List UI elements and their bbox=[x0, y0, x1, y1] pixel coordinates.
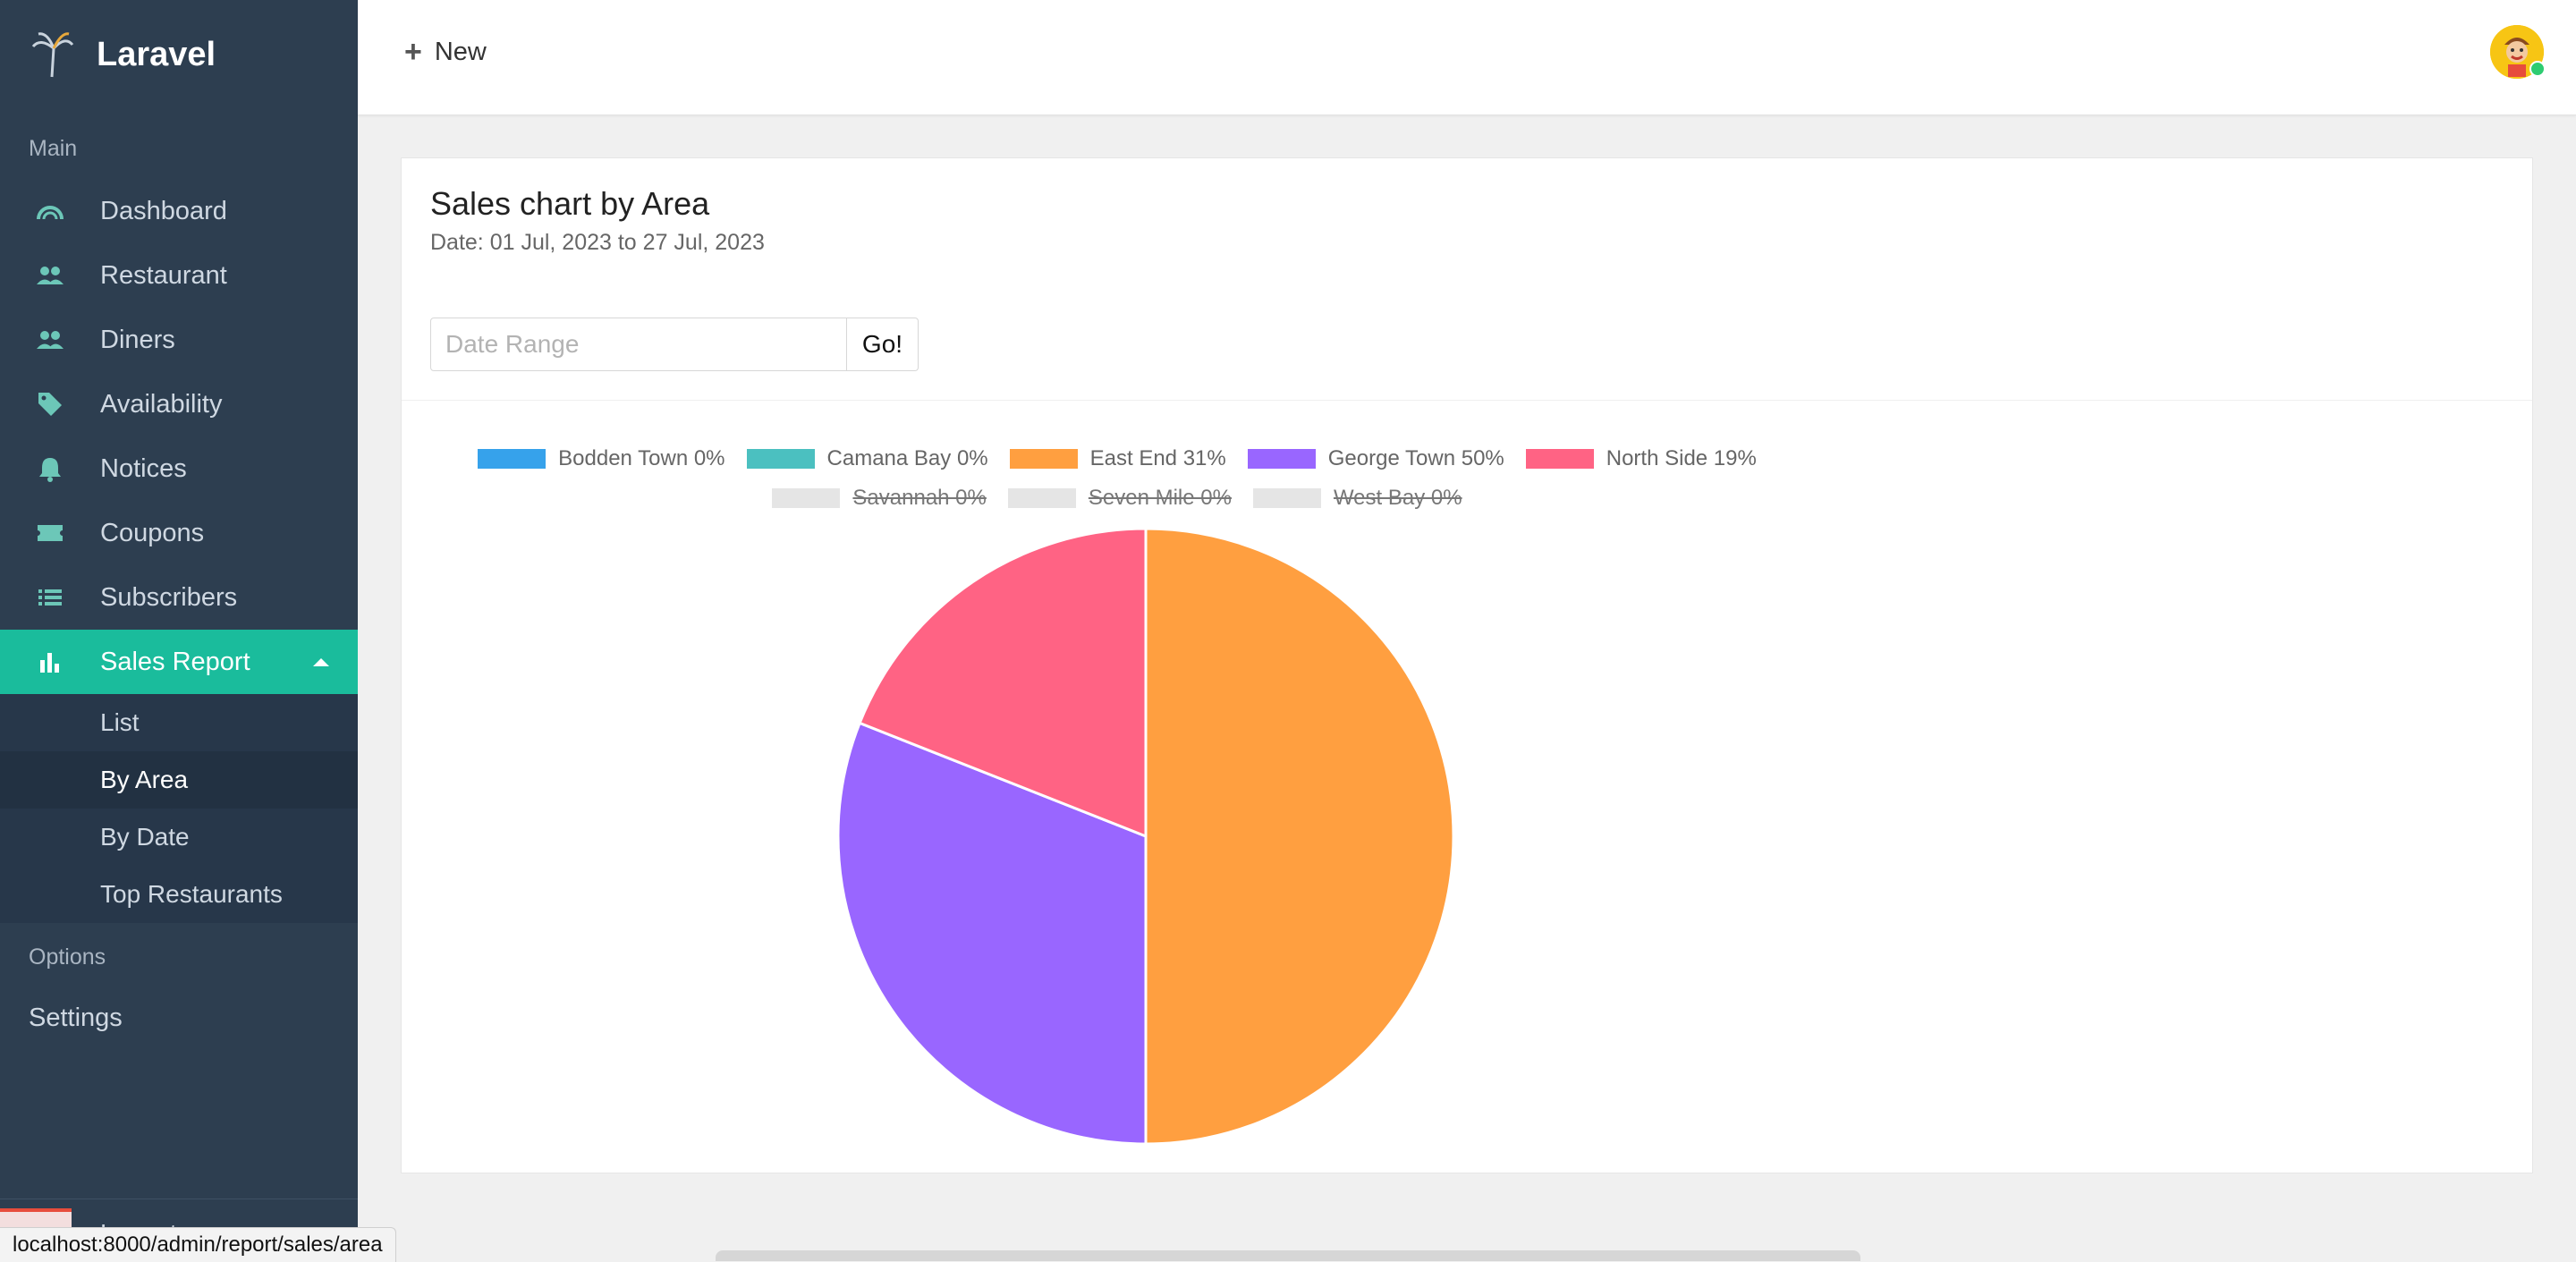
pie-slice-east-end[interactable] bbox=[1144, 527, 1455, 1146]
legend-label: East End 31% bbox=[1089, 446, 1226, 470]
brand[interactable]: Laravel bbox=[27, 27, 216, 82]
gauge-icon bbox=[36, 199, 64, 224]
sidebar-item-availability[interactable]: Availability bbox=[0, 372, 358, 436]
sales-chart-card: Sales chart by Area Date: 01 Jul, 2023 t… bbox=[401, 157, 2533, 1173]
sidebar-item-label: Restaurant bbox=[100, 260, 227, 290]
legend-swatch bbox=[1252, 488, 1321, 508]
legend-swatch bbox=[478, 449, 547, 469]
sidebar-item-subscribers[interactable]: Subscribers bbox=[0, 565, 358, 630]
legend-label: West Bay 0% bbox=[1333, 486, 1462, 510]
legend-row-1: Bodden Town 0% Camana Bay 0% East End 31… bbox=[402, 446, 1833, 471]
legend-swatch bbox=[1247, 449, 1316, 469]
legend-label: Seven Mile 0% bbox=[1088, 486, 1232, 510]
legend-label: George Town 50% bbox=[1327, 446, 1504, 470]
legend-item[interactable]: East End 31% bbox=[1009, 446, 1226, 471]
sidebar-item-dashboard[interactable]: Dashboard bbox=[0, 179, 358, 243]
legend-item[interactable]: Seven Mile 0% bbox=[1007, 486, 1232, 511]
sidebar-item-coupons[interactable]: Coupons bbox=[0, 501, 358, 565]
sidebar-item-sales-report[interactable]: Sales Report bbox=[0, 630, 358, 694]
submenu-item-by-date[interactable]: By Date bbox=[0, 809, 358, 866]
legend-swatch bbox=[746, 449, 815, 469]
submenu-item-list[interactable]: List bbox=[0, 694, 358, 751]
plus-icon: + bbox=[404, 35, 422, 69]
chart-icon bbox=[36, 649, 64, 674]
window-shadow bbox=[716, 1250, 1860, 1261]
card-title: Sales chart by Area bbox=[430, 185, 710, 222]
status-bar-url: localhost:8000/admin/report/sales/area bbox=[0, 1227, 396, 1262]
list-icon bbox=[36, 585, 64, 610]
user-avatar[interactable] bbox=[2490, 25, 2546, 79]
legend-label: North Side 19% bbox=[1606, 446, 1757, 470]
sidebar-item-label: Diners bbox=[100, 325, 175, 354]
palm-tree-icon bbox=[27, 30, 77, 80]
legend-item[interactable]: West Bay 0% bbox=[1252, 486, 1462, 511]
legend-swatch bbox=[1009, 449, 1078, 469]
legend-swatch bbox=[772, 488, 841, 508]
date-range-input[interactable] bbox=[430, 318, 847, 371]
legend-swatch bbox=[1007, 488, 1076, 508]
users-icon bbox=[36, 263, 64, 288]
submenu-item-label: List bbox=[100, 708, 140, 736]
legend-item[interactable]: George Town 50% bbox=[1247, 446, 1504, 471]
section-label-main: Main bbox=[29, 136, 78, 161]
caret-up-icon bbox=[313, 658, 329, 666]
legend-label: Bodden Town 0% bbox=[558, 446, 725, 470]
legend-item[interactable]: North Side 19% bbox=[1525, 446, 1757, 471]
legend-item[interactable]: Bodden Town 0% bbox=[478, 446, 725, 471]
legend-label: Savannah 0% bbox=[852, 486, 987, 510]
online-status-dot bbox=[2529, 61, 2546, 77]
divider bbox=[402, 400, 2532, 401]
legend-label: Camana Bay 0% bbox=[826, 446, 988, 470]
sidebar-item-label: Coupons bbox=[100, 518, 205, 547]
submenu-item-label: By Date bbox=[100, 823, 190, 851]
users-icon bbox=[36, 327, 64, 352]
date-range-form: Go! bbox=[430, 318, 919, 371]
bell-icon bbox=[36, 456, 64, 482]
sidebar-item-notices[interactable]: Notices bbox=[0, 436, 358, 501]
ticket-icon bbox=[36, 521, 64, 546]
submenu-item-top-restaurants[interactable]: Top Restaurants bbox=[0, 866, 358, 923]
sidebar-item-restaurant[interactable]: Restaurant bbox=[0, 243, 358, 308]
submenu-item-label: Top Restaurants bbox=[100, 880, 283, 908]
go-button[interactable]: Go! bbox=[847, 318, 919, 371]
pie-slice-george-town[interactable] bbox=[836, 721, 1148, 1146]
date-range-label: Date: 01 Jul, 2023 to 27 Jul, 2023 bbox=[430, 230, 765, 255]
legend-item[interactable]: Savannah 0% bbox=[772, 486, 987, 511]
sidebar-item-label: Sales Report bbox=[100, 647, 250, 676]
section-label-options: Options bbox=[29, 944, 106, 970]
pie-chart bbox=[836, 527, 1455, 1146]
legend-item[interactable]: Camana Bay 0% bbox=[746, 446, 988, 471]
sales-report-submenu: List By Area By Date Top Restaurants bbox=[0, 694, 358, 923]
sidebar-item-diners[interactable]: Diners bbox=[0, 308, 358, 372]
sidebar-item-label: Availability bbox=[100, 389, 223, 419]
tag-icon bbox=[36, 392, 64, 417]
sidebar: Laravel Main Dashboard Restaurant Diners… bbox=[0, 0, 358, 1261]
pie-slice-north-side[interactable] bbox=[858, 527, 1148, 839]
submenu-item-label: By Area bbox=[100, 766, 189, 793]
sidebar-item-settings[interactable]: Settings bbox=[29, 1004, 123, 1032]
sidebar-item-label: Notices bbox=[100, 453, 187, 483]
top-bar: + New bbox=[358, 0, 2576, 115]
new-button-label: New bbox=[434, 37, 487, 66]
new-button[interactable]: + New bbox=[404, 36, 487, 68]
legend-row-2: Savannah 0% Seven Mile 0% West Bay 0% bbox=[402, 486, 1833, 511]
brand-name: Laravel bbox=[97, 35, 216, 73]
sidebar-item-label: Dashboard bbox=[100, 196, 227, 225]
submenu-item-by-area[interactable]: By Area bbox=[0, 751, 358, 809]
legend-swatch bbox=[1525, 449, 1594, 469]
sidebar-item-label: Subscribers bbox=[100, 582, 238, 612]
